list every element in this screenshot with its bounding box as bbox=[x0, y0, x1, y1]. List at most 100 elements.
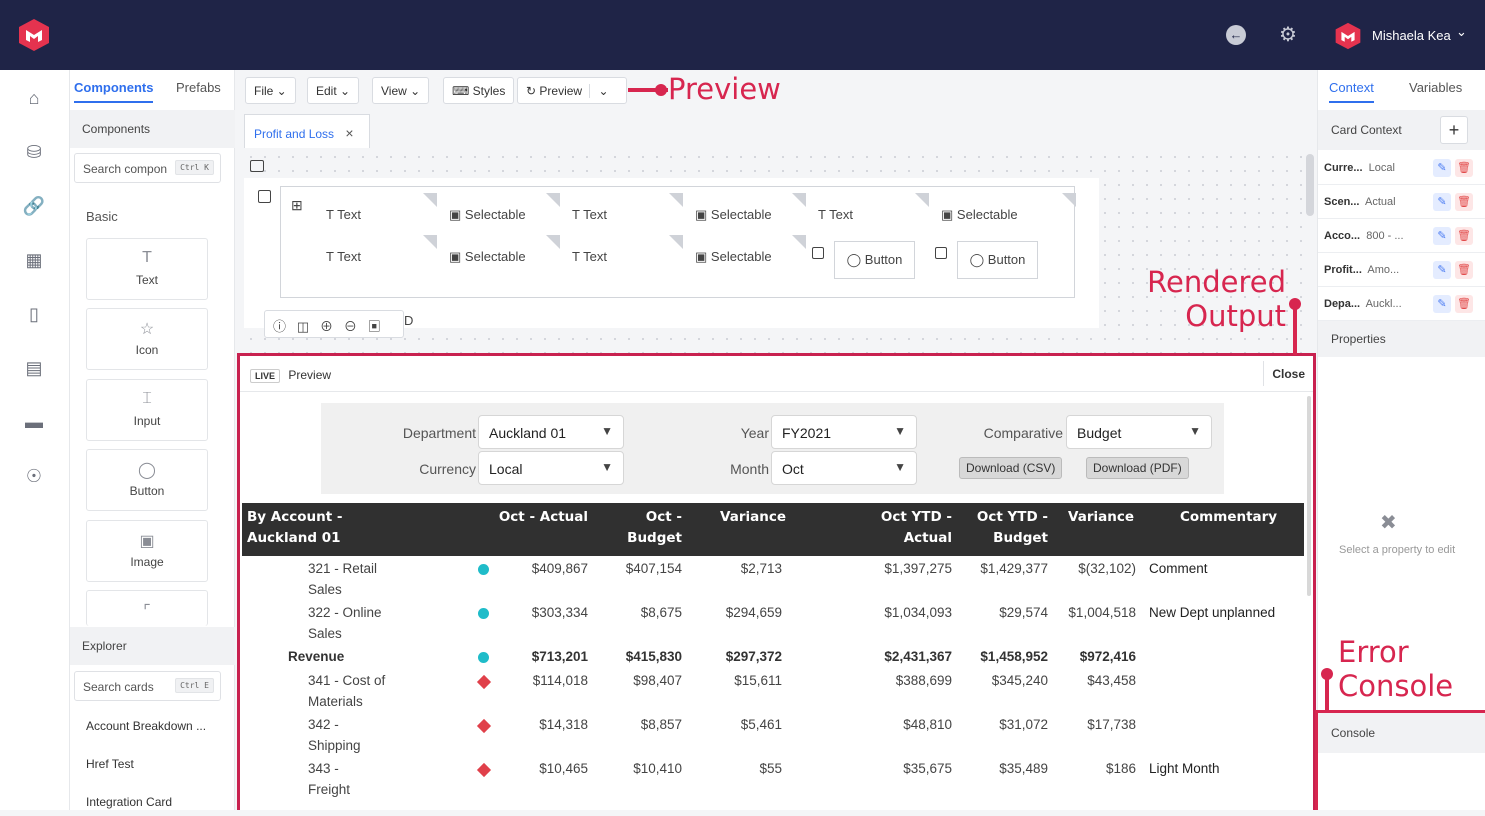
tile-button[interactable]: ◯ Button bbox=[86, 449, 208, 511]
text-component[interactable]: T Text bbox=[314, 193, 437, 235]
styles-button[interactable]: ⌨ Styles bbox=[443, 77, 515, 104]
edit-icon[interactable]: ✎ bbox=[1433, 159, 1451, 177]
delete-icon[interactable]: 🗑 bbox=[1455, 227, 1473, 245]
edit-icon[interactable]: ✎ bbox=[1433, 227, 1451, 245]
home-icon[interactable]: ⌂ bbox=[28, 88, 40, 108]
checkbox-icon[interactable] bbox=[258, 190, 271, 203]
text-component[interactable]: T Text bbox=[560, 193, 683, 235]
edit-menu[interactable]: Edit ⌄ bbox=[307, 77, 360, 104]
selectable-component[interactable]: ▣ Selectable bbox=[437, 193, 560, 235]
preview-scrollbar[interactable] bbox=[1307, 396, 1311, 596]
database-icon[interactable]: ⛁ bbox=[26, 142, 42, 162]
context-row[interactable]: Acco... 800 - ... ✎ 🗑 bbox=[1318, 219, 1485, 253]
file-menu[interactable]: File ⌄ bbox=[245, 77, 296, 104]
close-tab-icon[interactable]: × bbox=[345, 125, 354, 141]
back-icon[interactable]: ← bbox=[1226, 25, 1246, 45]
preview-label: Preview bbox=[539, 84, 583, 98]
tile-text[interactable]: T Text bbox=[86, 238, 208, 300]
delete-icon[interactable]: 🗑 bbox=[1455, 295, 1473, 313]
selectable-icon: ▣ bbox=[449, 207, 462, 222]
edit-icon[interactable]: ✎ bbox=[1433, 193, 1451, 211]
view-menu[interactable]: View ⌄ bbox=[372, 77, 430, 104]
document-tab[interactable]: Profit and Loss × bbox=[244, 114, 370, 148]
component-search-input[interactable]: Search compon Ctrl K bbox=[74, 153, 221, 183]
settings-icon[interactable]: ⚙ bbox=[1279, 24, 1297, 46]
folder-icon[interactable]: ▯ bbox=[29, 304, 39, 324]
button-component[interactable]: ◯ Button bbox=[929, 235, 1076, 279]
value-cell: $713,201 bbox=[531, 649, 588, 664]
year-select[interactable]: FY2021 ▼ bbox=[771, 415, 917, 449]
designer-button[interactable]: ◯ Button bbox=[956, 241, 1039, 279]
download-csv-button[interactable]: Download (CSV) bbox=[959, 457, 1063, 479]
image-icon: ▣ bbox=[139, 533, 155, 550]
panel-icon[interactable]: ◫ bbox=[296, 319, 310, 334]
text-component[interactable]: T Text bbox=[806, 193, 929, 235]
selectable-component[interactable]: ▣ Selectable bbox=[683, 235, 806, 277]
explorer-item[interactable]: Account Breakdown ... bbox=[86, 719, 207, 733]
comparative-select[interactable]: Budget ▼ bbox=[1066, 415, 1212, 449]
edit-icon[interactable]: ✎ bbox=[1433, 261, 1451, 279]
hierarchy-icon[interactable]: ▦ bbox=[25, 250, 43, 270]
edit-icon[interactable]: ✎ bbox=[1433, 295, 1451, 313]
delete-icon[interactable]: 🗑 bbox=[1455, 159, 1473, 177]
explorer-item[interactable]: Href Test bbox=[86, 757, 134, 771]
book-icon[interactable]: ▤ bbox=[25, 358, 43, 378]
explorer-search-placeholder: Search cards bbox=[83, 680, 154, 694]
designer-button[interactable]: ◯ Button bbox=[833, 241, 916, 279]
context-row[interactable]: Profit... Amo... ✎ 🗑 bbox=[1318, 253, 1485, 287]
commentary-cell[interactable]: New Dept unplanned bbox=[1149, 605, 1276, 620]
text-component[interactable]: T Text bbox=[560, 235, 683, 277]
table-row: 343 - Freight $10,465 $10,410 $55 $35,675 $35… bbox=[242, 758, 1304, 802]
currency-select[interactable]: Local ▼ bbox=[478, 451, 624, 485]
close-preview-button[interactable]: Close bbox=[1263, 361, 1313, 386]
user-avatar-icon[interactable] bbox=[1334, 22, 1362, 50]
preview-dropdown-icon[interactable]: ⌄ bbox=[589, 84, 609, 98]
commentary-cell[interactable]: Comment bbox=[1149, 561, 1208, 576]
delete-icon[interactable]: 🗑 bbox=[1455, 261, 1473, 279]
user-name[interactable]: Mishaela Kea bbox=[1372, 28, 1451, 43]
explorer-search-input[interactable]: Search cards Ctrl E bbox=[74, 671, 221, 701]
context-row[interactable]: Curre... Local ✎ 🗑 bbox=[1318, 151, 1485, 185]
lifebuoy-icon[interactable]: ☉ bbox=[25, 466, 43, 486]
explorer-item[interactable]: Integration Card bbox=[86, 795, 173, 809]
console-heading[interactable]: Console bbox=[1318, 713, 1485, 753]
tab-prefabs[interactable]: Prefabs bbox=[176, 80, 221, 95]
selectable-component[interactable]: ▣ Selectable bbox=[683, 193, 806, 235]
preview-button[interactable]: ↻ Preview ⌄ bbox=[517, 77, 627, 104]
chat-icon[interactable]: ▬ bbox=[25, 412, 43, 432]
user-chevron-icon[interactable]: ⌄ bbox=[1456, 24, 1467, 39]
tile-image[interactable]: ▣ Image bbox=[86, 520, 208, 582]
download-pdf-button[interactable]: Download (PDF) bbox=[1086, 457, 1189, 479]
month-select[interactable]: Oct ▼ bbox=[771, 451, 917, 485]
selectable-component[interactable]: ▣ Selectable bbox=[437, 235, 560, 277]
live-preview-header: LIVE Preview Close bbox=[240, 356, 1313, 392]
department-select[interactable]: Auckland 01 ▼ bbox=[478, 415, 624, 449]
paint-roller-icon: ⌨ bbox=[452, 84, 470, 98]
context-row[interactable]: Scen... Actual ✎ 🗑 bbox=[1318, 185, 1485, 219]
value-cell: $415,830 bbox=[625, 649, 682, 664]
zoom-out-icon[interactable]: ⊖ bbox=[343, 319, 357, 334]
link-icon[interactable]: 🔗 bbox=[22, 196, 46, 216]
app-logo-icon[interactable] bbox=[17, 18, 51, 52]
tile-chart[interactable]: ⌜ bbox=[86, 590, 208, 626]
tab-components[interactable]: Components bbox=[74, 80, 154, 103]
commentary-cell[interactable]: Light Month bbox=[1149, 761, 1220, 776]
tile-input[interactable]: ⌶ Input bbox=[86, 379, 208, 441]
zoom-in-icon[interactable]: ⊕ bbox=[320, 319, 334, 334]
delete-icon[interactable]: 🗑 bbox=[1455, 193, 1473, 211]
selectable-component[interactable]: ▣ Selectable bbox=[929, 193, 1076, 235]
canvas-scrollbar[interactable] bbox=[1306, 154, 1314, 216]
add-context-button[interactable]: + bbox=[1440, 116, 1468, 144]
tile-icon[interactable]: ☆ Icon bbox=[86, 308, 208, 370]
header-commentary: Commentary bbox=[1180, 509, 1278, 525]
tab-variables[interactable]: Variables bbox=[1409, 80, 1463, 95]
context-row[interactable]: Depa... Auckl... ✎ 🗑 bbox=[1318, 287, 1485, 321]
fit-screen-icon[interactable]: ▣ bbox=[367, 319, 381, 334]
value-cell: $5,461 bbox=[740, 717, 782, 732]
button-component[interactable]: ◯ Button bbox=[806, 235, 929, 279]
text-component[interactable]: T Text bbox=[314, 235, 437, 277]
help-icon[interactable]: ⓘ bbox=[273, 319, 287, 334]
card-icon[interactable] bbox=[250, 160, 264, 172]
tab-context[interactable]: Context bbox=[1329, 80, 1374, 103]
error-callout-dot bbox=[1321, 668, 1333, 680]
